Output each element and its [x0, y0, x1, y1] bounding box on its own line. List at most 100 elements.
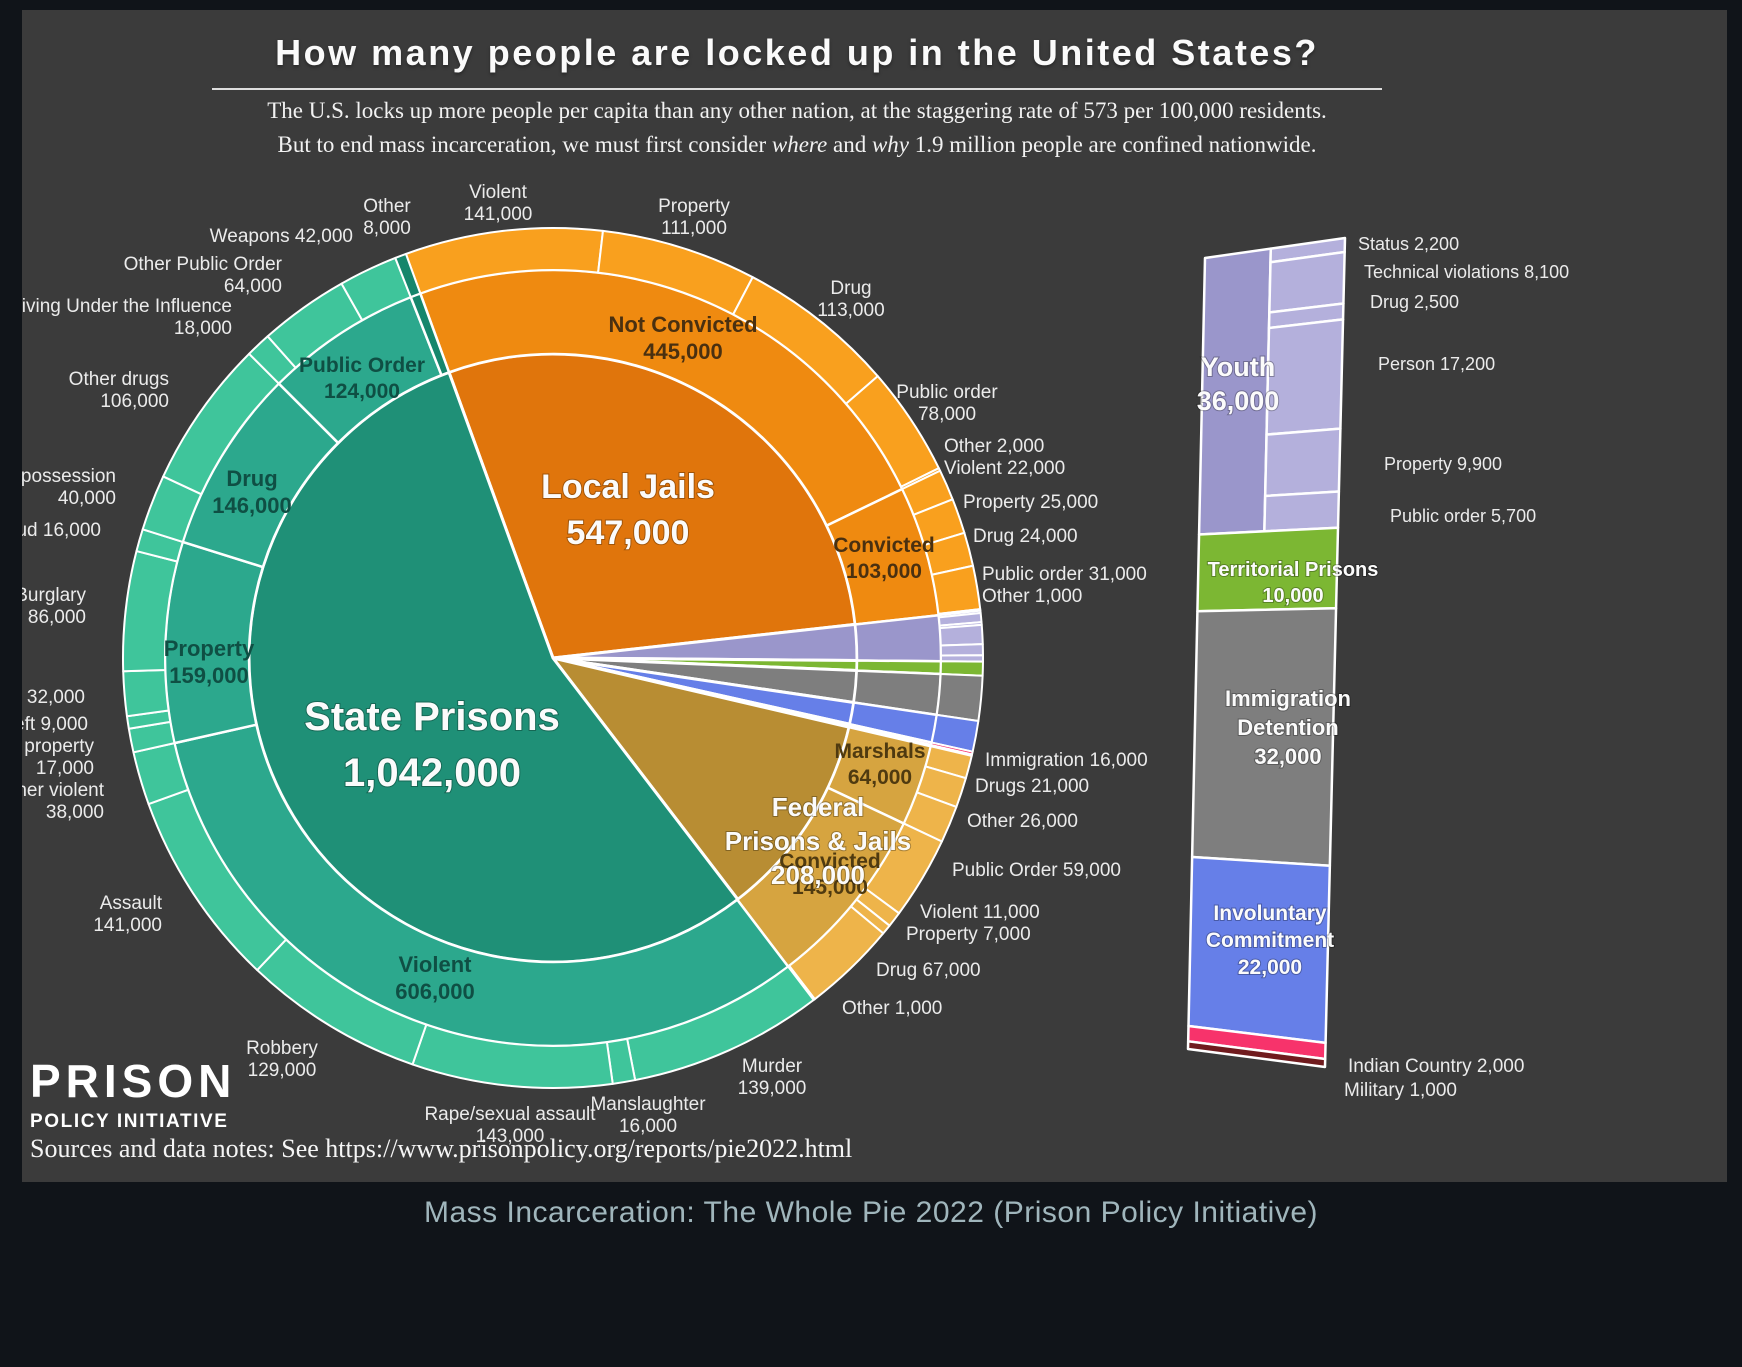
ring-state-other-other: [394, 252, 422, 299]
label-bar-youth-line2: 36,000: [1197, 386, 1280, 416]
label-state-violent-mid-line2: 606,000: [395, 979, 475, 1004]
label-robbery-line2: 129,000: [248, 1060, 317, 1081]
label-burglary-line1: Burglary: [22, 585, 86, 606]
label-state-drug-mid-line2: 146,000: [212, 493, 292, 518]
subtitle-line2-pre: But to end mass incarceration, we must f…: [277, 132, 772, 157]
label-dui-line2: 18,000: [174, 318, 232, 339]
label-bar-youth-line1: Youth: [1201, 352, 1275, 382]
label-military-label: Military 1,000: [1344, 1080, 1457, 1101]
bar-youth-public-order: [1263, 490, 1341, 533]
label-state-prisons-big-line1: State Prisons: [304, 695, 560, 739]
label-indian-country-label: Indian Country 2,000: [1348, 1056, 1524, 1077]
subtitle-line2-why: why: [871, 132, 910, 157]
label-fc-drug: Drug 67,000: [876, 960, 981, 981]
label-jc-public-order-other-line1: Public order 31,000: [982, 564, 1147, 585]
label-jails-public-order-line2: 78,000: [918, 404, 976, 425]
label-jails-property-line2: 111,000: [661, 218, 727, 239]
label-other-drugs-line1: Other drugs: [69, 369, 169, 390]
label-fc-violent: Violent 11,000: [920, 902, 1040, 923]
ring-immigration-detention-immigration-detention: [935, 673, 984, 722]
label-local-jails-big-line2: 547,000: [567, 514, 690, 552]
label-murder-line2: 139,000: [738, 1078, 807, 1099]
label-jails-drug-line2: 113,000: [817, 300, 884, 321]
label-fed-convicted-mid-line2: 145,000: [792, 876, 868, 899]
label-jails-public-order-line1: Public order: [896, 382, 998, 403]
label-other-drugs-line2: 106,000: [100, 391, 169, 412]
subtitle-line2-where: where: [771, 132, 828, 157]
label-state-other-callout-line1: Other: [363, 196, 411, 217]
label-manslaughter-line2: 16,000: [619, 1116, 677, 1137]
label-theft: Theft 32,000: [22, 687, 85, 708]
label-rape-line1: Rape/sexual assault: [424, 1104, 596, 1125]
subtitle-line2-mid: and: [827, 132, 872, 157]
subtitle-line2: But to end mass incarceration, we must f…: [277, 132, 1316, 158]
label-ys-tech: Technical violations 8,100: [1364, 262, 1569, 282]
bar-youth-property: [1263, 427, 1342, 498]
label-not-convicted-line2: 445,000: [643, 339, 723, 364]
label-drug-possession-line1: Drug possession: [22, 466, 116, 487]
ring-state-property-theft: [122, 668, 170, 718]
label-other-violent-line1: Other violent: [22, 780, 105, 801]
prison-policy-initiative-logo: PRISON POLICY INITIATIVE: [30, 1058, 236, 1131]
label-fm-immigration: Immigration 16,000: [985, 750, 1148, 771]
label-ys-person: Person 17,200: [1378, 354, 1495, 374]
label-marshals-mid-line2: 64,000: [848, 766, 912, 789]
label-jc-drug: Drug 24,000: [973, 526, 1078, 547]
label-dui-line1: Driving Under the Influence: [22, 296, 232, 317]
ring-youth-person: [938, 623, 984, 647]
label-other-public-order-line2: 64,000: [224, 276, 282, 297]
label-robbery-line1: Robbery: [246, 1038, 318, 1059]
logo-prison: PRISON: [30, 1055, 237, 1107]
label-bar-territorial-line1: Territorial Prisons: [1208, 559, 1379, 581]
label-assault-line2: 141,000: [93, 915, 162, 936]
label-burglary-line2: 86,000: [28, 607, 86, 628]
label-other-public-order-line1: Other Public Order: [124, 254, 283, 275]
label-state-prisons-big-line2: 1,042,000: [343, 751, 521, 795]
page-title: How many people are locked up in the Uni…: [275, 32, 1319, 73]
label-murder-line1: Murder: [742, 1056, 803, 1077]
label-jails-convicted-line1: Convicted: [833, 534, 935, 557]
label-jails-violent-line1: Violent: [469, 182, 527, 203]
label-rape-line2: 143,000: [476, 1126, 545, 1147]
label-federal-big-line1: Federal: [772, 792, 865, 822]
label-state-property-mid-line1: Property: [164, 636, 255, 661]
bar-youth-person: [1265, 318, 1345, 436]
label-manslaughter-line1: Manslaughter: [590, 1094, 706, 1115]
label-drug-possession-line2: 40,000: [58, 488, 116, 509]
ring-jails-convicted-public-order: [930, 564, 982, 615]
label-jails-drug-line1: Drug: [830, 278, 871, 299]
label-other-property-line1: Other property: [22, 736, 94, 757]
label-weapons: Weapons 42,000: [210, 226, 353, 247]
label-marshals-mid-line1: Marshals: [834, 740, 925, 763]
label-jc-other-violent-line1: Other 2,000: [944, 436, 1044, 457]
label-federal-big-line3: 208,000: [771, 860, 865, 890]
label-fraud: Fraud 16,000: [22, 520, 101, 541]
label-assault-line1: Assault: [100, 893, 163, 914]
label-local-jails-big-line1: Local Jails: [541, 468, 715, 506]
label-state-drug-mid-line1: Drug: [226, 466, 277, 491]
ring-youth-property: [939, 643, 984, 657]
label-bar-immigration-line1: Immigration: [1225, 686, 1351, 711]
label-bar-involuntary-line2: Commitment: [1206, 929, 1334, 952]
label-fc-property: Property 7,000: [906, 924, 1031, 945]
label-state-public-order-mid-line1: Public Order: [299, 354, 425, 377]
label-federal-big-line2: Prisons & Jails: [725, 826, 911, 856]
label-jc-public-order-other-line2: Other 1,000: [982, 586, 1082, 607]
label-bar-immigration-line2: Detention: [1237, 715, 1338, 740]
image-caption: Mass Incarceration: The Whole Pie 2022 (…: [424, 1196, 1318, 1229]
label-bar-involuntary-line3: 22,000: [1238, 956, 1302, 979]
label-other-violent-line2: 38,000: [46, 802, 104, 823]
label-state-other-callout-line2: 8,000: [363, 218, 411, 239]
label-fm-drugs: Drugs 21,000: [975, 776, 1089, 797]
label-ys-public-order: Public order 5,700: [1390, 506, 1536, 526]
label-state-violent-mid-line1: Violent: [399, 952, 473, 977]
label-jails-property-line1: Property: [658, 196, 730, 217]
label-car-theft: Car theft 9,000: [22, 714, 88, 735]
bar-youth-technical-violations: [1268, 250, 1346, 314]
sources-note: Sources and data notes: See https://www.…: [30, 1134, 853, 1163]
label-bar-involuntary-line1: Involuntary: [1213, 902, 1327, 925]
label-other-property-line2: 17,000: [36, 758, 94, 779]
title-underline: [212, 88, 1382, 90]
label-bar-territorial-line2: 10,000: [1262, 585, 1323, 607]
